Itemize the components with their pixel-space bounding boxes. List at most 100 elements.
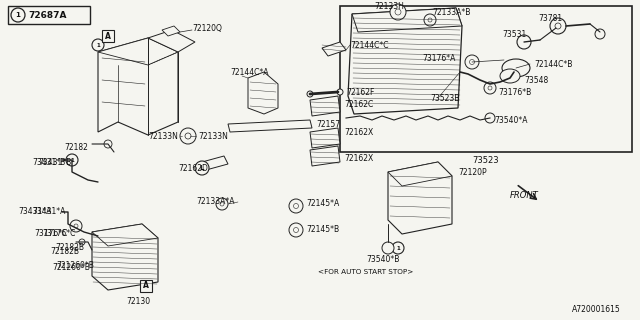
Text: 72162X: 72162X [344,154,373,163]
Polygon shape [92,224,158,290]
Text: 73540*A: 73540*A [494,116,527,124]
Circle shape [555,23,561,29]
Polygon shape [310,146,340,166]
Polygon shape [202,156,228,170]
Circle shape [382,242,394,254]
Circle shape [392,242,404,254]
Text: 72162C: 72162C [344,100,373,108]
Text: 73176*C: 73176*C [42,229,76,238]
Circle shape [550,18,566,34]
Circle shape [104,140,112,148]
Text: 73176*C: 73176*C [34,229,67,238]
Circle shape [484,82,496,94]
Polygon shape [98,38,178,65]
Polygon shape [248,72,278,114]
Text: A720001615: A720001615 [572,306,621,315]
Text: 73176*A: 73176*A [422,53,456,62]
Polygon shape [148,30,195,52]
Circle shape [195,161,209,175]
Text: 72157: 72157 [316,119,340,129]
Circle shape [294,228,298,233]
Circle shape [79,239,85,245]
Text: 72162D: 72162D [178,164,208,172]
Text: FRONT: FRONT [510,191,539,201]
Bar [140,280,152,292]
Text: 73176*B: 73176*B [498,87,531,97]
Polygon shape [228,120,312,132]
Polygon shape [310,128,340,148]
Text: 73548: 73548 [524,76,548,84]
Bar [102,30,114,42]
Text: 72133A*A: 72133A*A [196,197,234,206]
Text: A: A [105,31,111,41]
Text: 72162X: 72162X [344,127,373,137]
Text: 72182B: 72182B [55,244,84,252]
Text: 72182: 72182 [64,142,88,151]
Circle shape [595,29,605,39]
Circle shape [395,9,401,15]
Text: 72182B: 72182B [50,247,79,257]
Polygon shape [388,162,452,186]
Polygon shape [92,224,158,246]
Text: A: A [143,282,149,291]
Text: L: L [200,165,204,171]
Text: <FOR AUTO START STOP>: <FOR AUTO START STOP> [318,269,413,275]
Text: 73431*A: 73431*A [18,207,51,217]
Circle shape [517,35,531,49]
Text: 72144C*B: 72144C*B [534,60,572,68]
Text: 72145*A: 72145*A [306,199,339,209]
Polygon shape [322,42,346,56]
Bar [8,6,90,24]
Text: 72687A: 72687A [28,11,67,20]
Circle shape [185,133,191,139]
Polygon shape [348,8,462,114]
Text: 72133A*B: 72133A*B [432,7,470,17]
Circle shape [216,198,228,210]
Text: 1: 1 [15,12,20,18]
Circle shape [74,224,78,228]
Text: 1: 1 [96,43,100,47]
Ellipse shape [502,59,530,77]
Polygon shape [388,162,452,234]
Circle shape [424,14,436,26]
Text: 72162F: 72162F [346,87,374,97]
Polygon shape [162,26,180,36]
Text: 73540*B: 73540*B [366,255,399,265]
Circle shape [66,154,78,166]
Text: 721260*B: 721260*B [52,263,90,273]
Circle shape [488,86,492,90]
Circle shape [465,55,479,69]
Text: 72144C*A: 72144C*A [230,68,269,76]
Circle shape [11,8,25,22]
Text: 73781: 73781 [538,13,562,22]
Circle shape [390,4,406,20]
Text: 72133N: 72133N [198,132,228,140]
Text: 72130: 72130 [126,298,150,307]
Circle shape [485,113,495,123]
Circle shape [220,202,224,206]
Circle shape [307,91,313,97]
Text: 72144C*C: 72144C*C [350,41,388,50]
Text: 73523B: 73523B [430,93,460,102]
Circle shape [470,60,474,65]
Circle shape [294,204,298,209]
Text: 73523: 73523 [472,156,499,164]
Text: 72133N: 72133N [148,132,178,140]
Text: 73531: 73531 [502,29,526,38]
Text: 72120Q: 72120Q [192,23,222,33]
Text: 1: 1 [396,245,400,251]
Text: 73431*B: 73431*B [38,157,71,166]
Circle shape [70,220,82,232]
Circle shape [289,223,303,237]
Polygon shape [310,96,340,116]
Text: 73431*A: 73431*A [32,207,65,217]
Ellipse shape [500,69,520,83]
Circle shape [337,89,343,95]
Text: 72120P: 72120P [458,167,486,177]
Bar [340,6,632,152]
Text: 73431*B: 73431*B [32,157,65,166]
Polygon shape [98,38,178,135]
Text: 1: 1 [70,157,74,163]
Circle shape [92,39,104,51]
Circle shape [428,18,432,22]
